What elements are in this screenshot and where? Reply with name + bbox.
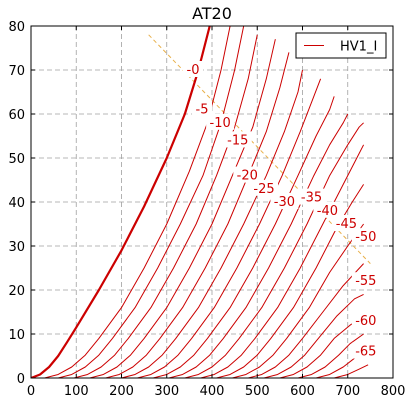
curve-line-15 [263,293,364,378]
y-tick-label: 50 [8,152,25,167]
curve-label-5: -25 [250,179,279,197]
svg-text:-25: -25 [253,182,274,197]
curve-line-4 [89,39,276,378]
curve-line-10 [184,122,364,378]
svg-text:-45: -45 [336,217,357,232]
x-tick-label: 200 [109,384,134,399]
y-tick-label: 40 [8,196,25,211]
x-tick-label: 500 [245,384,270,399]
curve-line-7 [137,78,322,378]
curve-labels: -0-5-10-15-20-25-30 -35-40-45-50-55-60-65 [182,61,380,360]
x-tick-label: 100 [64,384,89,399]
curve-line-3 [73,34,258,378]
chart-title: AT20 [192,4,232,23]
x-tick-label: 600 [290,384,315,399]
curve-label-0: -0 [182,61,203,78]
svg-text:-65: -65 [355,345,376,360]
axes: 0 100 200 300 400 500 600 700 800 0 10 20 30 40 50 60 70… [8,20,405,399]
curve-label-3: -15 [223,131,252,148]
legend-label: HV1_I [340,40,377,55]
svg-text:-60: -60 [355,314,376,329]
curve-line-8 [153,96,335,378]
curve-line-5 [105,52,290,378]
svg-text:-15: -15 [227,133,248,148]
x-tick-label: 700 [335,384,360,399]
x-tick-label: 400 [200,384,225,399]
svg-text:-0: -0 [187,63,200,78]
curve-line-0 [31,26,211,378]
curve-line-9 [168,113,349,378]
x-tick-label: 800 [381,384,406,399]
svg-text:-5: -5 [196,103,209,118]
y-tick-label: 0 [17,372,25,387]
curve-label-12: -60 [351,311,380,329]
curve-label-10: -50 [351,228,380,245]
svg-text:-55: -55 [355,274,376,289]
x-tick-label: 300 [154,384,179,399]
curve-line-14 [248,263,364,378]
y-tick-label: 80 [8,20,25,35]
curve-line-19 [334,364,369,378]
y-tick-label: 20 [8,284,25,299]
curve-label-13: -65 [351,342,380,360]
y-tick-label: 60 [8,108,25,123]
curve-label-11: -55 [351,272,380,289]
curve-label-2: -10 [206,113,235,131]
svg-text:-50: -50 [355,230,376,245]
y-tick-label: 30 [8,240,25,255]
curve-line-6 [121,69,303,378]
curve-label-9: -45 [332,215,361,232]
y-tick-label: 70 [8,64,25,79]
curve-line-13 [232,223,364,378]
curve-line-12 [216,184,365,378]
curve-label-1: -5 [192,100,213,118]
y-tick-label: 10 [8,328,25,343]
curve-line-17 [297,333,364,378]
svg-text:-10: -10 [210,116,231,131]
svg-text:-30: -30 [274,195,295,210]
x-tick-label: 0 [27,384,35,399]
curve-label-6: -30 [270,193,299,210]
curve-line-16 [279,315,364,378]
legend: HV1_I [295,32,387,59]
curve-line-11 [200,144,365,378]
